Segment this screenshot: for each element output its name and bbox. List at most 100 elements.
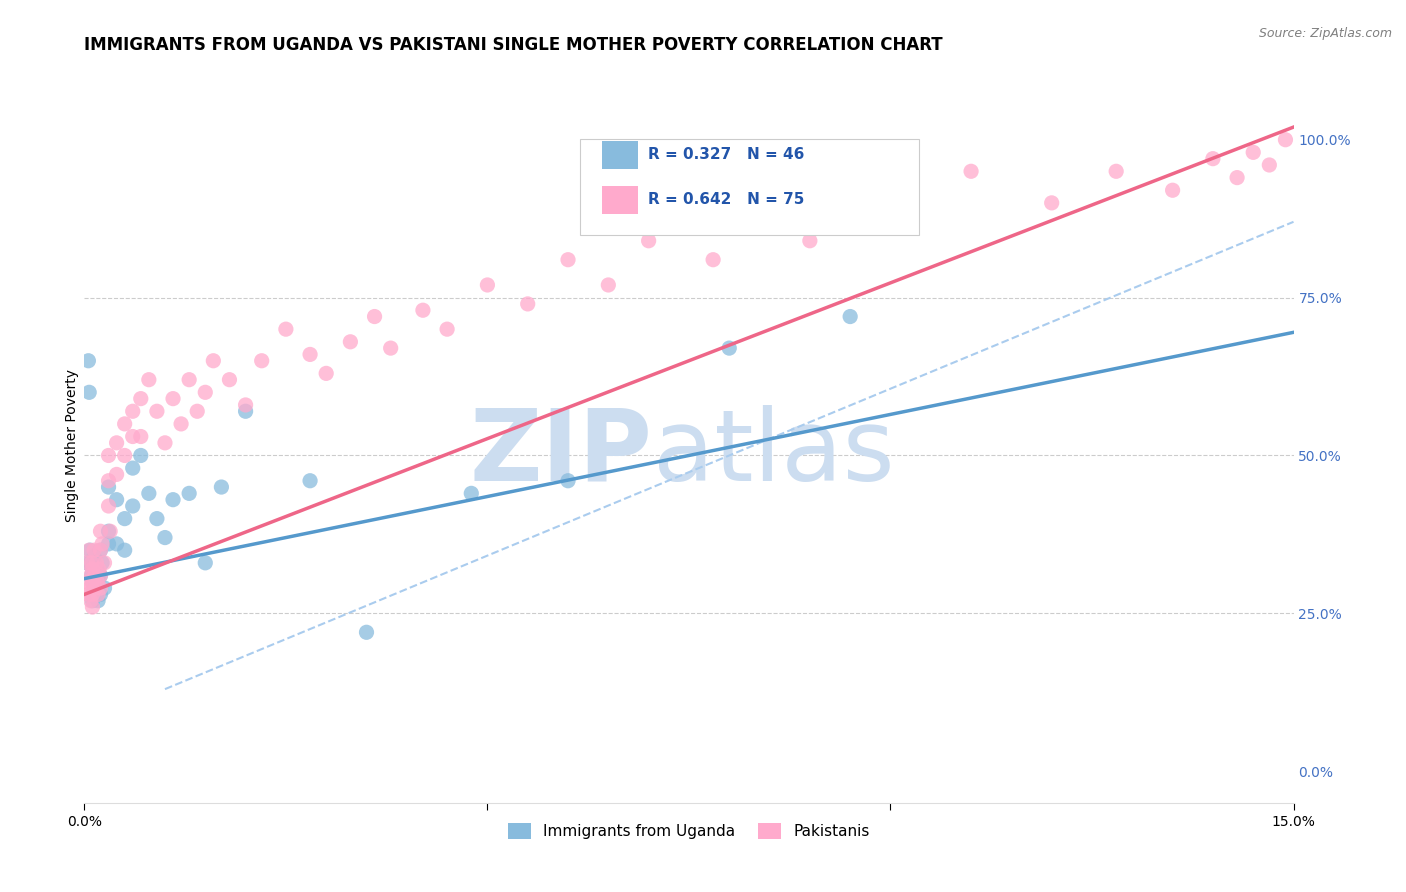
Y-axis label: Single Mother Poverty: Single Mother Poverty [65,369,79,523]
Point [82,574,104,589]
Point [162,492,184,507]
Point [202,353,225,368]
Point [105,537,128,551]
Point [76,556,98,570]
Point [1161,183,1184,197]
Point [80,593,103,607]
Point [80,556,103,570]
Point [105,435,128,450]
Point [186,404,208,418]
Point [170,417,193,431]
Point [879,195,901,210]
Point [153,531,176,545]
Point [76,574,98,589]
Point [1274,133,1296,147]
Point [77,353,100,368]
Point [91,556,114,570]
Point [86,562,108,576]
FancyBboxPatch shape [602,186,638,214]
Point [89,524,111,539]
Point [1258,158,1281,172]
Point [274,322,297,336]
Point [82,587,104,601]
Point [114,449,136,463]
Point [97,480,120,494]
Text: R = 0.642   N = 75: R = 0.642 N = 75 [648,193,804,207]
Point [89,581,111,595]
Point [1241,145,1264,160]
Point [436,322,458,336]
Point [718,341,741,355]
Point [114,543,136,558]
Point [82,562,104,576]
Point [82,593,104,607]
Point [80,556,103,570]
Point [637,234,659,248]
Point [299,347,322,361]
Point [93,556,115,570]
Point [516,297,538,311]
Point [77,543,100,558]
Point [460,486,482,500]
Point [1105,164,1128,178]
Point [86,581,108,595]
Point [960,164,983,178]
Point [97,499,120,513]
Point [121,404,143,418]
Point [97,474,120,488]
Point [87,568,110,582]
Point [179,486,201,500]
Point [98,524,121,539]
Point [76,556,98,570]
Point [97,449,120,463]
Point [82,562,104,576]
Point [129,392,152,406]
Point [194,385,217,400]
Point [89,587,111,601]
Point [153,435,176,450]
Point [83,543,105,558]
Point [82,574,104,589]
Point [702,252,724,267]
Point [97,537,120,551]
Text: R = 0.327   N = 46: R = 0.327 N = 46 [648,147,804,162]
Point [105,492,128,507]
Point [146,511,169,525]
Point [194,556,217,570]
Point [138,486,160,500]
Point [79,581,101,595]
FancyBboxPatch shape [602,141,638,169]
Point [82,587,104,601]
Point [209,480,232,494]
Point [97,524,120,539]
Point [839,310,862,324]
Point [89,543,111,558]
Point [218,373,240,387]
Point [598,277,620,292]
Legend: Immigrants from Uganda, Pakistanis: Immigrants from Uganda, Pakistanis [502,817,876,845]
Point [250,353,273,368]
Point [86,587,108,601]
Point [80,568,103,582]
Point [79,543,101,558]
Point [146,404,169,418]
Point [315,367,337,381]
Point [162,392,184,406]
Point [87,593,110,607]
Point [83,574,105,589]
Point [138,373,160,387]
Point [80,568,103,582]
Point [235,404,257,418]
Point [129,429,152,443]
Text: IMMIGRANTS FROM UGANDA VS PAKISTANI SINGLE MOTHER POVERTY CORRELATION CHART: IMMIGRANTS FROM UGANDA VS PAKISTANI SING… [84,36,943,54]
Point [121,429,143,443]
Point [91,537,114,551]
Point [477,277,499,292]
Point [77,385,100,400]
Point [363,310,385,324]
Point [380,341,402,355]
Point [87,562,110,576]
FancyBboxPatch shape [581,139,918,235]
Point [77,587,100,601]
Text: ZIP: ZIP [470,405,652,501]
